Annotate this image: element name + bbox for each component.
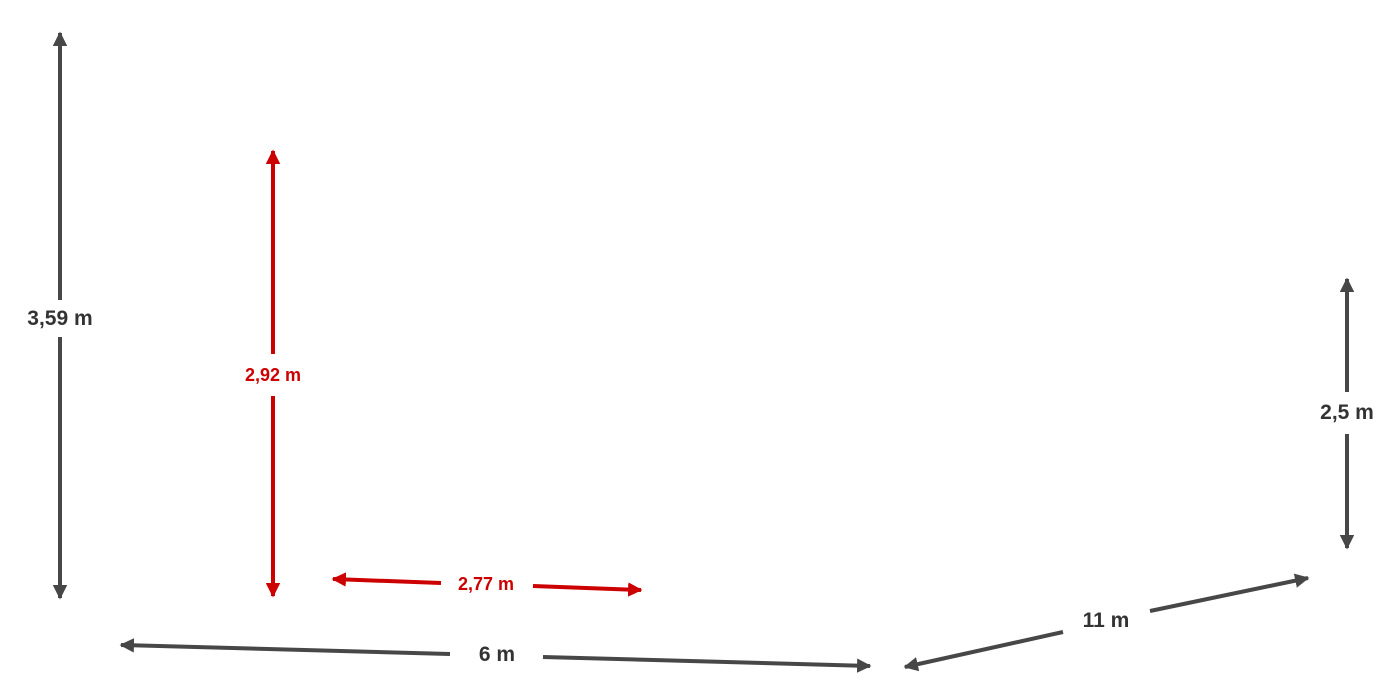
dimension-left-height: 3,59 m <box>27 31 93 600</box>
label-left-height: 3,59 m <box>27 307 92 330</box>
label-inner-height: 2,92 m <box>245 365 301 385</box>
label-bottom-front: 6 m <box>479 643 515 666</box>
label-bottom-side: 11 m <box>1083 609 1130 632</box>
dimension-bottom-side: 11 m <box>903 573 1310 672</box>
arrow-segment <box>542 655 872 673</box>
dimension-bottom-front: 6 m <box>119 638 872 673</box>
arrow-segment <box>119 638 451 656</box>
label-inner-width: 2,77 m <box>458 574 514 594</box>
dimension-inner-height: 2,92 m <box>245 149 301 598</box>
arrow-segment <box>1149 573 1310 613</box>
arrow-segment <box>903 630 1064 672</box>
arrow-segment <box>532 582 643 597</box>
label-right-height: 2,5 m <box>1320 401 1374 424</box>
dimension-right-height: 2,5 m <box>1320 277 1374 550</box>
dimension-inner-width: 2,77 m <box>331 572 643 597</box>
arrow-segment <box>331 572 442 587</box>
